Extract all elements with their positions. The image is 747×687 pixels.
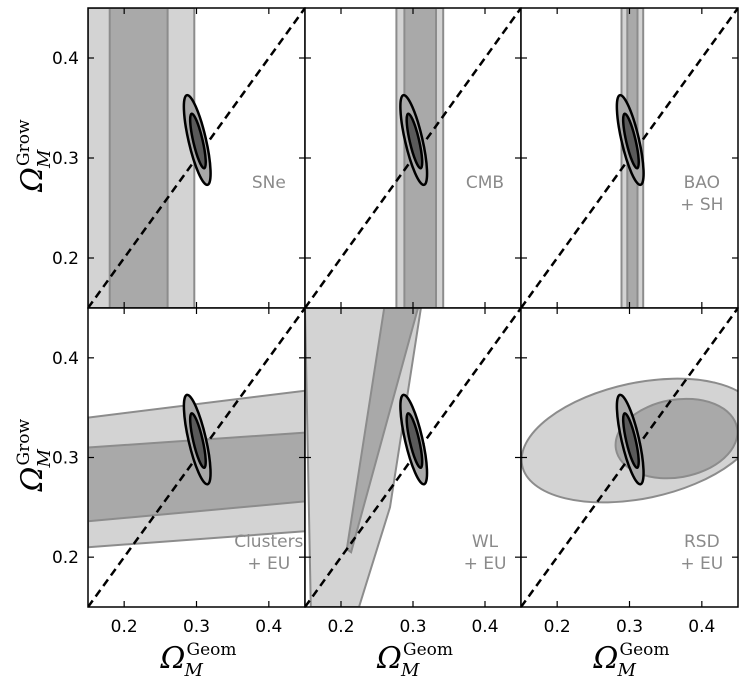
x-tick-label: 0.2 — [111, 617, 138, 637]
panel-label: + EU — [464, 554, 507, 574]
combined-contour-68 — [621, 112, 640, 170]
y-axis-superscript: Grow — [14, 119, 34, 166]
y-tick-label: 0.4 — [52, 49, 79, 69]
x-axis-symbol: Ω — [376, 641, 402, 676]
y-tick-label: 0.3 — [52, 449, 79, 469]
y-axis-subscript: M — [34, 149, 55, 169]
x-axis-superscript: Geom — [620, 640, 670, 660]
panel-label: + SH — [680, 195, 723, 215]
panel-rsd-eu: RSD+ EU 0.2 0.3 0.4 — [520, 307, 739, 637]
combined-contour-68 — [405, 412, 424, 470]
x-tick-label: 0.2 — [327, 617, 354, 637]
x-tick-label: 0.3 — [183, 617, 210, 637]
y-tick-label: 0.3 — [52, 149, 79, 169]
inner-contour-68 — [108, 8, 169, 308]
x-axis-subscript: M — [184, 660, 204, 681]
tick-marks — [521, 8, 738, 308]
panel-label: Clusters — [234, 532, 303, 552]
combined-contour-68 — [621, 412, 640, 470]
x-tick-label: 0.4 — [255, 617, 282, 637]
tick-marks — [305, 8, 521, 308]
y-tick-label: 0.2 — [52, 548, 79, 568]
y-axis-subscript: M — [34, 449, 55, 469]
y-tick-label: 0.2 — [52, 249, 79, 269]
x-tick-label: 0.3 — [399, 617, 426, 637]
y-axis-superscript: Grow — [14, 419, 34, 466]
panel-label: + EU — [680, 554, 723, 574]
combined-contour-68 — [405, 112, 424, 170]
y-axis-symbol: Ω — [15, 467, 50, 493]
x-tick-label: 0.4 — [688, 617, 715, 637]
y-axis-symbol: Ω — [15, 167, 50, 193]
panel-cmb: CMB — [304, 7, 522, 309]
x-axis-superscript: Geom — [187, 640, 237, 660]
panel-label: WL — [472, 532, 499, 552]
panel-bao-sh: BAO+ SH — [520, 7, 739, 309]
panel-label: CMB — [466, 173, 504, 193]
combined-contour-68 — [188, 412, 207, 470]
x-tick-label: 0.2 — [544, 617, 571, 637]
inner-contour-68 — [345, 308, 420, 554]
x-axis-superscript: Geom — [403, 640, 453, 660]
panel-label: SNe — [252, 173, 286, 193]
panel-clusters-eu: Clusters+ EU 0.2 0.3 0.4 0.2 0.3 0.4 — [52, 307, 306, 637]
panel-label: BAO — [684, 173, 720, 193]
combined-contour-68 — [188, 112, 207, 170]
x-tick-label: 0.3 — [616, 617, 643, 637]
inner-contour-68 — [88, 431, 305, 523]
x-axis-subscript: M — [400, 660, 420, 681]
panel-label: + EU — [247, 554, 290, 574]
tick-marks — [88, 308, 305, 607]
panel-wl-eu: WL+ EU 0.2 0.3 0.4 — [304, 307, 522, 637]
x-axis-symbol: Ω — [593, 641, 619, 676]
tick-marks — [305, 308, 521, 607]
y-tick-label: 0.4 — [52, 349, 79, 369]
tick-marks — [88, 8, 305, 308]
panel-sne: SNe 0.2 0.3 0.4 — [52, 7, 306, 309]
x-tick-label: 0.4 — [471, 617, 498, 637]
tick-marks — [521, 308, 738, 607]
x-axis-symbol: Ω — [160, 641, 186, 676]
x-axis-subscript: M — [617, 660, 637, 681]
panel-label: RSD — [684, 532, 720, 552]
